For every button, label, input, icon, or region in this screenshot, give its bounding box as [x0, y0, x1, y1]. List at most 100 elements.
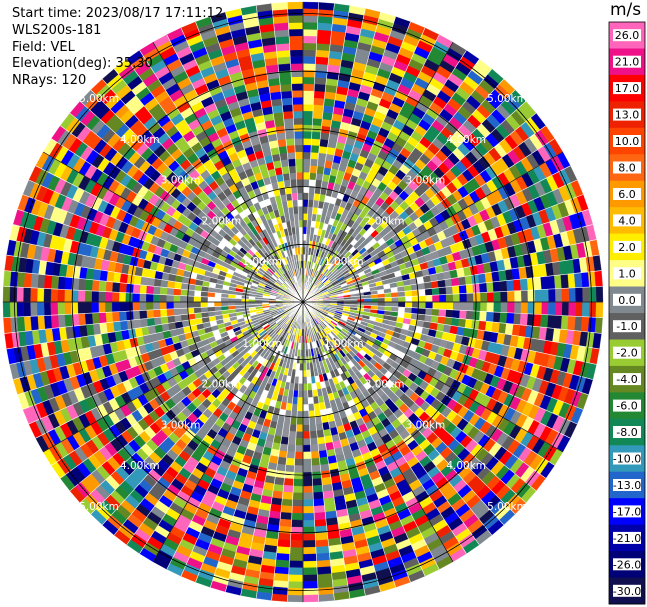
colorbar-tick-label: 17.0: [615, 82, 640, 95]
colorbar-tick-bg: [613, 505, 641, 518]
ray-separator: [302, 301, 516, 515]
ray-separator: [271, 3, 304, 303]
colorbar-tick-label: 0.0: [618, 294, 636, 307]
range-ring-label: 2.00km: [202, 215, 242, 227]
colorbar-tick-bg: [613, 399, 641, 412]
range-ring-label: 4.00km: [446, 134, 486, 146]
ray-separator: [126, 301, 304, 545]
azimuth-spoke: [43, 301, 304, 453]
colorbar-tick-bg: [613, 29, 641, 42]
ray-separator: [302, 301, 504, 526]
ray-separator: [255, 5, 304, 303]
ray-separator: [302, 5, 351, 303]
ray-separator: [28, 301, 304, 425]
colorbar-tick-bg: [613, 584, 641, 597]
elevation-label: Elevation(deg): 35.30: [12, 56, 153, 71]
colorbar-title: m/s: [610, 0, 642, 20]
ray-separator: [22, 301, 304, 410]
ray-separator: [302, 301, 602, 334]
colorbar-tick-bg: [613, 135, 641, 147]
ray-separator: [302, 254, 600, 303]
ray-separator: [210, 301, 304, 588]
ray-separator: [302, 68, 493, 303]
azimuth-spoke: [302, 301, 563, 453]
ray-separator: [302, 301, 335, 601]
ray: [225, 301, 304, 596]
ray-separator: [302, 89, 516, 303]
azimuth-spoke: [152, 301, 304, 562]
ray-separator: [180, 27, 304, 303]
range-ring-label: 2.00km: [365, 379, 405, 391]
colorbar-tick-bg: [613, 293, 641, 306]
ray-separator: [113, 68, 304, 303]
colorbar-tick-label: 26.0: [615, 29, 640, 42]
ray-separator: [126, 59, 304, 303]
ray-separator: [302, 179, 578, 303]
ray-separator: [13, 224, 304, 303]
ray-separator: [139, 301, 304, 554]
ray-separator: [302, 301, 396, 588]
ray-separator: [302, 301, 366, 596]
ray-separator: [302, 301, 527, 503]
ray: [302, 301, 440, 577]
ray-separator: [302, 138, 555, 303]
range-ring-label: 2.00km: [202, 379, 242, 391]
colorbar-tick-label: 8.0: [618, 162, 636, 175]
colorbar-tick-bg: [613, 108, 641, 121]
ray-separator: [17, 301, 304, 395]
ray-separator: [302, 27, 426, 303]
ray-separator: [302, 3, 335, 303]
colorbar-tick-label: 21.0: [615, 56, 640, 69]
azimuth-spoke: [302, 151, 563, 303]
range-ring-label: 5.00km: [487, 93, 527, 105]
ray-separator: [225, 12, 304, 303]
ray-separator: [6, 301, 304, 350]
colorbar-tick-label: 6.0: [618, 188, 636, 201]
azimuth-spoke: [152, 42, 304, 303]
range-ring-label: 4.00km: [446, 460, 486, 472]
colorbar-tick-bg: [613, 426, 641, 438]
ray-separator: [90, 89, 304, 303]
ray-separator: [195, 21, 304, 303]
ray-separator: [302, 301, 537, 492]
ray-separator: [195, 301, 304, 583]
ray-separator: [302, 209, 589, 303]
colorbar: 26.0 21.0 17.0 13.0 10.0 8.0 6.0 4.0 2.0 1.0 0.0 -1…: [608, 21, 646, 605]
ray-separator: [302, 301, 411, 583]
ray-separator: [13, 301, 304, 380]
ray-separator: [302, 301, 603, 318]
ray-separator: [302, 194, 584, 303]
ray: [102, 301, 304, 536]
colorbar-tick-bg: [613, 267, 641, 280]
ray-separator: [60, 301, 304, 479]
ray-separator: [102, 301, 304, 526]
ray-separator: [302, 301, 578, 425]
ray-separator: [4, 270, 304, 303]
ray-separator: [302, 301, 440, 570]
ray: [195, 16, 304, 303]
ray-separator: [3, 301, 304, 318]
ray-separator: [302, 301, 546, 479]
colorbar-tick-bg: [613, 531, 641, 544]
ray: [166, 301, 304, 577]
ray-separator: [69, 301, 304, 492]
ray-separator: [302, 301, 426, 577]
colorbar-tick-bg: [613, 82, 641, 95]
range-ring-label: 3.00km: [406, 419, 446, 431]
colorbar-tick-label: 10.0: [615, 135, 640, 148]
ray-separator: [302, 78, 504, 303]
ray-separator: [302, 50, 467, 303]
ray-separator: [302, 224, 593, 303]
range-rings: [3, 2, 603, 602]
range-ring-label: 1.00km: [242, 256, 282, 268]
range-ring-label: 5.00km: [487, 501, 527, 513]
colorbar-tick-bg: [613, 240, 641, 253]
ray-separator: [302, 239, 597, 303]
ray-separator: [166, 301, 304, 570]
ray-separator: [51, 138, 304, 303]
colorbar-tick-bg: [613, 161, 641, 174]
ray: [302, 301, 381, 596]
ray-separator: [35, 165, 304, 303]
colorbar-tick-bg: [613, 346, 641, 359]
colorbar-tick-label: -26.0: [613, 558, 641, 571]
